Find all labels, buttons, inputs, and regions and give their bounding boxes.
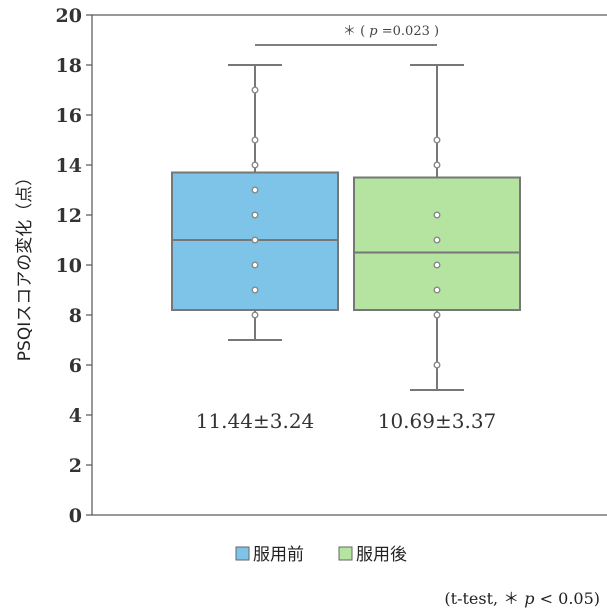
- test-note-p: p: [524, 589, 534, 608]
- significance-p-value: =0.023: [382, 24, 430, 39]
- y-tick-label: 20: [56, 5, 82, 27]
- legend-swatch: [235, 546, 250, 561]
- y-tick-label: 10: [56, 255, 82, 277]
- y-tick-label: 14: [56, 155, 82, 177]
- data-point: [251, 136, 259, 144]
- test-note-close: < 0.05): [540, 589, 600, 608]
- plot-frame: [91, 14, 607, 516]
- data-point: [251, 186, 259, 194]
- data-point: [251, 311, 259, 319]
- y-tick-label: 8: [69, 305, 82, 327]
- y-tick-label: 18: [56, 55, 82, 77]
- y-tick-label: 2: [69, 455, 82, 477]
- legend: 服用前 服用後: [235, 545, 407, 565]
- y-tick-label: 12: [56, 205, 82, 227]
- summary-label: 10.69±3.37: [378, 409, 497, 433]
- summary-label: 11.44±3.24: [196, 409, 315, 433]
- data-point: [433, 211, 441, 219]
- legend-label: 服用後: [356, 545, 407, 565]
- y-tick-label: 16: [56, 105, 82, 127]
- data-point: [251, 86, 259, 94]
- significance-star: ＊: [343, 24, 356, 39]
- y-tick-label: 6: [69, 355, 82, 377]
- data-point: [433, 361, 441, 369]
- data-point: [433, 236, 441, 244]
- significance-paren-close: ): [434, 24, 439, 39]
- boxes: 11.44±3.24 10.69±3.37: [171, 64, 521, 433]
- legend-swatch: [338, 546, 353, 561]
- box-group: 10.69±3.37: [353, 64, 521, 433]
- test-note-open: (t-test, ＊: [444, 589, 519, 608]
- data-point: [251, 211, 259, 219]
- legend-label: 服用前: [253, 545, 304, 565]
- significance-label: ＊ ( p =0.023 ): [343, 24, 439, 39]
- data-point: [433, 261, 441, 269]
- data-point: [433, 161, 441, 169]
- data-point: [251, 236, 259, 244]
- data-point: [433, 311, 441, 319]
- box-group: 11.44±3.24: [171, 64, 339, 433]
- significance-paren-open: (: [360, 24, 365, 39]
- significance-annotation: ＊ ( p =0.023 ): [255, 24, 439, 46]
- data-point: [251, 161, 259, 169]
- test-note: (t-test, ＊ p < 0.05): [444, 589, 600, 608]
- significance-p: p: [369, 24, 378, 39]
- y-tick-label: 0: [69, 505, 82, 527]
- data-point: [433, 286, 441, 294]
- data-point: [433, 136, 441, 144]
- data-point: [251, 286, 259, 294]
- y-axis: 0 2 4 6 8 10 12 14 16 18 20: [56, 5, 607, 527]
- data-point: [251, 261, 259, 269]
- y-tick-label: 4: [69, 405, 82, 427]
- y-axis-label: PSQIスコアの変化（点）: [15, 169, 35, 361]
